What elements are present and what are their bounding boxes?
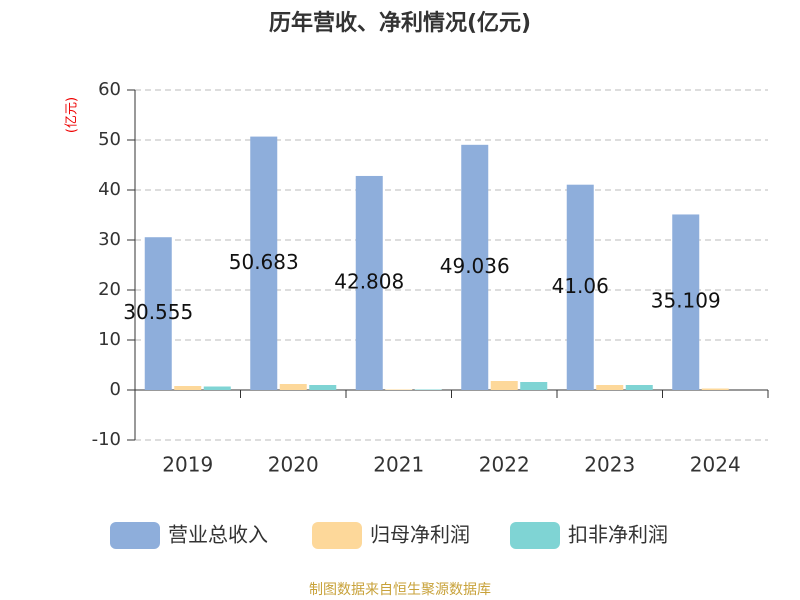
bar [279,384,307,390]
data-label: 42.808 [334,269,404,293]
data-label: 41.06 [552,274,609,298]
bar [385,389,413,390]
bar [701,388,729,390]
y-tick-label: 0 [110,379,121,400]
x-tick-label: 2022 [479,453,530,477]
y-axis-label: (亿元) [65,97,80,133]
data-label: 30.555 [123,300,193,324]
legend-label: 归母净利润 [370,523,470,547]
x-tick-label: 2023 [584,453,635,477]
bar [461,144,489,390]
bar [203,386,231,390]
legend-swatch [510,522,560,549]
source: 制图数据来自恒生聚源数据库 [309,582,491,598]
data-label: 50.683 [229,250,299,274]
data-label: 49.036 [440,254,510,278]
bar [490,381,518,390]
y-tick-label: 40 [98,179,121,200]
chart-title: 历年营收、净利情况(亿元) [269,10,531,36]
y-tick-label: 50 [98,129,121,150]
bar [414,389,442,390]
bar [672,214,700,390]
bar [596,385,624,390]
x-tick-label: 2019 [162,453,213,477]
data-label: 35.109 [651,289,721,313]
bar [566,184,594,390]
y-tick-label: 30 [98,229,121,250]
bar [250,136,278,390]
legend-label: 营业总收入 [168,523,268,547]
bar [625,385,653,390]
legend-label: 扣非净利润 [568,523,668,547]
legend-swatch [312,522,362,549]
bar [309,385,337,390]
bar [144,237,172,390]
y-tick-label: -10 [92,429,121,450]
y-tick-label: 60 [98,79,121,100]
bar [174,386,202,390]
bar [355,175,383,390]
legend-swatch [110,522,160,549]
bar [520,382,548,390]
x-tick-label: 2020 [268,453,319,477]
y-tick-label: 20 [98,279,121,300]
x-tick-label: 2024 [690,453,741,477]
x-tick-label: 2021 [373,453,424,477]
y-tick-label: 10 [98,329,121,350]
